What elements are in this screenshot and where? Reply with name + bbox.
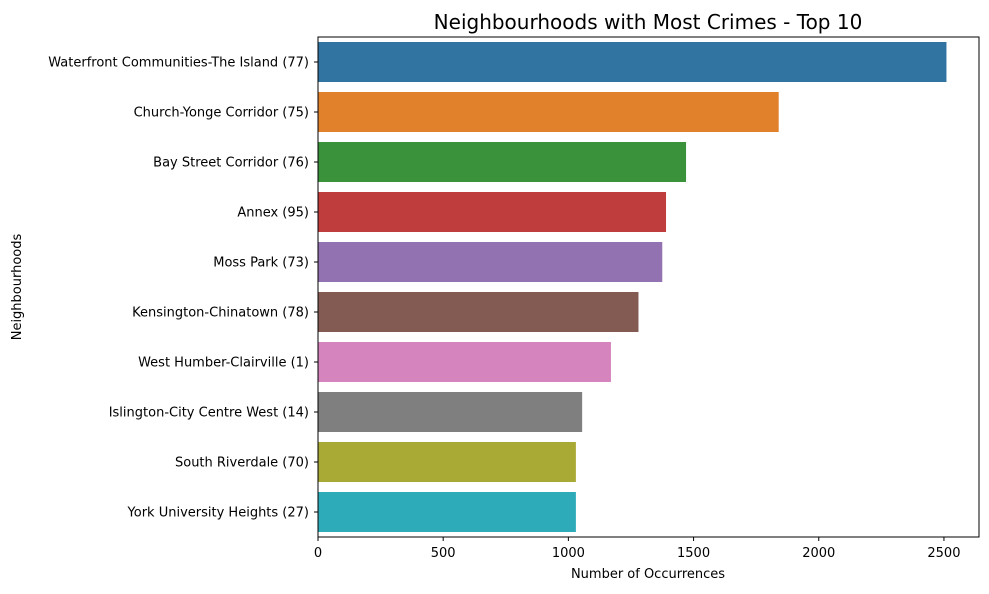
x-tick-label-4: 2000 <box>802 546 835 561</box>
y-tick-label-9: York University Heights (27) <box>127 506 309 521</box>
chart-title: Neighbourhoods with Most Crimes - Top 10 <box>434 10 863 34</box>
y-tick-label-0: Waterfront Communities-The Island (77) <box>48 56 309 71</box>
bar-6 <box>318 342 611 382</box>
y-tick-label-8: South Riverdale (70) <box>175 456 309 471</box>
y-tick-label-3: Annex (95) <box>237 206 309 221</box>
x-axis-label: Number of Occurrences <box>571 567 725 582</box>
y-tick-label-1: Church-Yonge Corridor (75) <box>134 106 309 121</box>
bar-7 <box>318 392 583 432</box>
bars-layer <box>318 42 947 532</box>
y-tick-label-5: Kensington-Chinatown (78) <box>132 306 309 321</box>
y-tick-label-4: Moss Park (73) <box>213 256 309 271</box>
y-tick-label-2: Bay Street Corridor (76) <box>153 156 309 171</box>
plot-frame <box>317 36 980 538</box>
bar-2 <box>318 142 687 182</box>
bar-3 <box>318 192 667 232</box>
x-tick-label-2: 1000 <box>552 546 585 561</box>
x-tick-label-0: 0 <box>314 546 322 561</box>
bar-1 <box>318 92 779 132</box>
x-tick-labels: 0 500 1000 1500 2000 2500 <box>314 537 960 561</box>
bar-9 <box>318 492 576 532</box>
y-axis-label: Neighbourhoods <box>10 233 25 340</box>
bar-0 <box>318 42 947 82</box>
bar-5 <box>318 292 639 332</box>
bar-4 <box>318 242 663 282</box>
x-tick-label-1: 500 <box>431 546 456 561</box>
x-tick-label-5: 2500 <box>927 546 960 561</box>
x-tick-label-3: 1500 <box>677 546 710 561</box>
y-tick-label-7: Islington-City Centre West (14) <box>109 406 309 421</box>
y-tick-label-6: West Humber-Clairville (1) <box>138 356 309 371</box>
y-tick-labels: Waterfront Communities-The Island (77) Ch… <box>48 56 318 521</box>
bar-8 <box>318 442 576 482</box>
